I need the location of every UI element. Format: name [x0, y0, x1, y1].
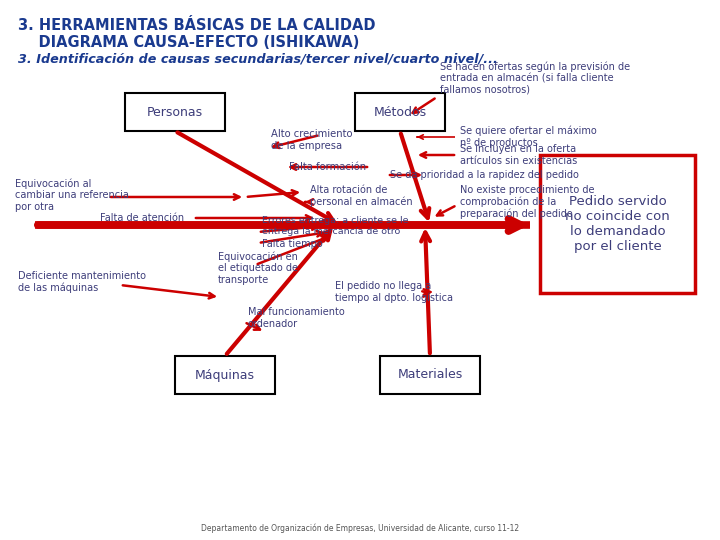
Text: Alto crecimiento
de la empresa: Alto crecimiento de la empresa	[271, 129, 353, 151]
Bar	[175, 356, 275, 394]
Text: Materiales: Materiales	[397, 368, 463, 381]
Text: Alta rotación de
personal en almacén: Alta rotación de personal en almacén	[310, 185, 413, 207]
Text: Se quiere ofertar el máximo
nº de productos: Se quiere ofertar el máximo nº de produc…	[460, 126, 597, 148]
Text: Personas: Personas	[147, 105, 203, 118]
Bar	[540, 155, 695, 293]
Text: Falta de atención: Falta de atención	[100, 213, 184, 223]
Text: Se da prioridad a la rapidez del pedido: Se da prioridad a la rapidez del pedido	[390, 170, 579, 180]
Text: Equivocación en
el etiquetado de
transporte: Equivocación en el etiquetado de transpo…	[218, 251, 298, 285]
Bar	[355, 93, 445, 131]
Text: El pedido no llega a
tiempo al dpto. logística: El pedido no llega a tiempo al dpto. log…	[335, 281, 453, 303]
Bar	[380, 356, 480, 394]
Text: Pedido servido
no coincide con
lo demandado
por el cliente: Pedido servido no coincide con lo demand…	[565, 195, 670, 253]
Text: No existe procedimiento de
comprobación de la
preparación del pedido: No existe procedimiento de comprobación …	[460, 185, 595, 219]
Text: Errores entrega: a cliente se le
entrega la mercancía de otro: Errores entrega: a cliente se le entrega…	[262, 217, 408, 235]
Text: Se incluyen en la oferta
artículos sin existencias: Se incluyen en la oferta artículos sin e…	[460, 144, 577, 166]
Text: Equivocación al
cambiar una referencia
por otra: Equivocación al cambiar una referencia p…	[15, 178, 129, 212]
Text: Departamento de Organización de Empresas, Universidad de Alicante, curso 11-12: Departamento de Organización de Empresas…	[201, 523, 519, 533]
Text: Mal funcionamiento
ordenador: Mal funcionamiento ordenador	[248, 307, 345, 329]
Text: 3. HERRAMIENTAS BÁSICAS DE LA CALIDAD: 3. HERRAMIENTAS BÁSICAS DE LA CALIDAD	[18, 18, 376, 33]
Text: Deficiente mantenimiento
de las máquinas: Deficiente mantenimiento de las máquinas	[18, 271, 146, 293]
Text: DIAGRAMA CAUSA-EFECTO (ISHIKAWA): DIAGRAMA CAUSA-EFECTO (ISHIKAWA)	[18, 35, 359, 50]
Text: Máquinas: Máquinas	[195, 368, 255, 381]
Text: Métodos: Métodos	[374, 105, 426, 118]
Bar	[125, 93, 225, 131]
Text: 3. Identificación de causas secundarias/tercer nivel/cuarto nivel/...: 3. Identificación de causas secundarias/…	[18, 53, 498, 66]
Text: Falta tiempo: Falta tiempo	[262, 239, 323, 249]
Text: Falta formación: Falta formación	[289, 162, 366, 172]
Text: Se hacen ofertas según la previsión de
entrada en almacén (si falla cliente
fall: Se hacen ofertas según la previsión de e…	[440, 61, 630, 95]
